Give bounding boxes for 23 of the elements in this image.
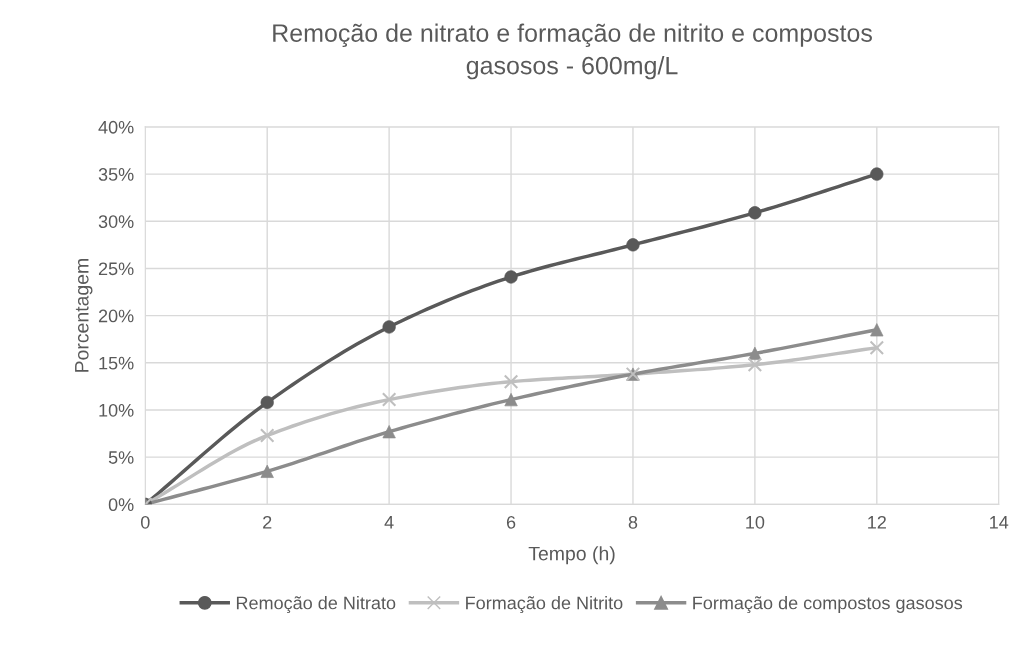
y-axis-title: Porcentagem [75, 259, 93, 372]
y-tick-label: 5% [108, 451, 134, 464]
legend-label: Remoção de Nitrato [236, 596, 396, 613]
legend-label: Formação de Nitrito [466, 596, 623, 613]
y-tick-label: 40% [98, 120, 134, 134]
y-tick-label: 15% [99, 356, 134, 370]
x-tick-label: 12 [868, 515, 886, 529]
x-tick-label: 4 [384, 516, 394, 529]
x-tick-label: 8 [628, 515, 638, 529]
x-tick-label: 0 [140, 515, 150, 529]
chart-title: Remoção de nitrato e formação de nitrito e compostos gasosos - 600mg/L [273, 23, 872, 80]
y-tick-label: 35% [98, 168, 134, 181]
x-tick-label: 2 [263, 515, 272, 529]
y-tick-label: 20% [98, 309, 134, 323]
y-tick-label: 30% [98, 215, 134, 228]
x-tick-label: 6 [506, 515, 516, 529]
y-tick-label: 10% [99, 403, 134, 417]
x-tick-label: 14 [990, 516, 1009, 529]
y-tick-label: 0% [108, 498, 134, 512]
legend-label: Formação de compostos gasosos [693, 596, 963, 613]
x-axis-title: Tempo (h) [528, 546, 615, 565]
y-tick-label: 25% [98, 262, 134, 276]
x-tick-label: 10 [746, 515, 765, 529]
